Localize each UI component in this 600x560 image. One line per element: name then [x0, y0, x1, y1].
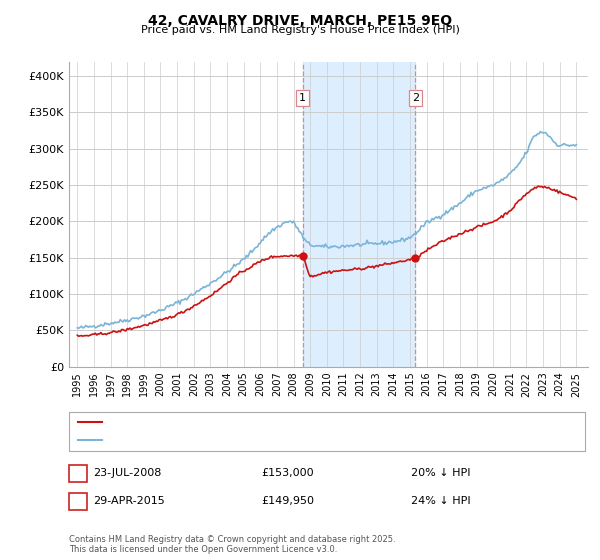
Text: 42, CAVALRY DRIVE, MARCH, PE15 9EQ (detached house): 42, CAVALRY DRIVE, MARCH, PE15 9EQ (deta… [108, 417, 406, 427]
Bar [303, 62, 415, 367]
Text: 23-JUL-2008: 23-JUL-2008 [93, 468, 161, 478]
Text: Contains HM Land Registry data © Crown copyright and database right 2025.
This d: Contains HM Land Registry data © Crown c… [69, 535, 395, 554]
Text: £149,950: £149,950 [261, 496, 314, 506]
Text: Price paid vs. HM Land Registry's House Price Index (HPI): Price paid vs. HM Land Registry's House … [140, 25, 460, 35]
Text: £153,000: £153,000 [261, 468, 314, 478]
Text: HPI: Average price, detached house, Fenland: HPI: Average price, detached house, Fenl… [108, 435, 342, 445]
Text: 1: 1 [299, 93, 306, 103]
Text: 24% ↓ HPI: 24% ↓ HPI [411, 496, 470, 506]
Text: 2: 2 [412, 93, 419, 103]
Text: 20% ↓ HPI: 20% ↓ HPI [411, 468, 470, 478]
Text: 29-APR-2015: 29-APR-2015 [93, 496, 165, 506]
Text: 2: 2 [74, 494, 82, 508]
Text: 1: 1 [74, 466, 82, 480]
Text: 42, CAVALRY DRIVE, MARCH, PE15 9EQ: 42, CAVALRY DRIVE, MARCH, PE15 9EQ [148, 14, 452, 28]
